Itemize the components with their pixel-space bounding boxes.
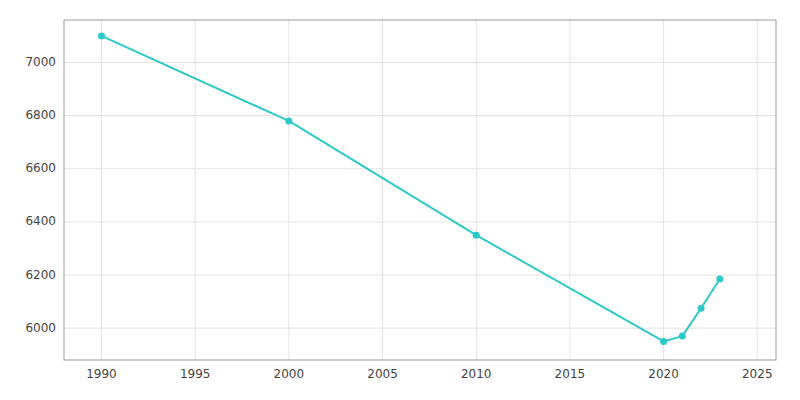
y-grid-line <box>64 62 776 63</box>
point <box>98 32 105 39</box>
y-grid-line <box>64 328 776 329</box>
x-grid-line <box>569 20 570 360</box>
y-tick-label: 6200 <box>25 268 56 282</box>
x-tick-label: 2015 <box>555 367 586 381</box>
x-tick-label: 2020 <box>648 367 679 381</box>
grid <box>64 20 776 360</box>
x-grid-line <box>288 20 289 360</box>
chart-container: 6000 6200 6400 6600 6800 7000 1990 1995 2000 2005… <box>0 0 800 400</box>
point <box>473 232 480 239</box>
y-tick-label: 6800 <box>25 108 56 122</box>
line <box>101 36 719 341</box>
x-grid-line <box>382 20 383 360</box>
x-tick-label: 2025 <box>742 367 773 381</box>
x-tick-label: 2000 <box>274 367 305 381</box>
point <box>285 117 292 124</box>
point <box>660 338 667 345</box>
x-tick-label: 2010 <box>461 367 492 381</box>
y-tick-label: 7000 <box>25 55 56 69</box>
x-tick-label: 2005 <box>367 367 398 381</box>
point <box>698 305 705 312</box>
y-grid-line <box>64 115 776 116</box>
y-grid-line <box>64 221 776 222</box>
y-tick-label: 6400 <box>25 214 56 228</box>
point <box>716 275 723 282</box>
point <box>679 333 686 340</box>
y-grid-line <box>64 168 776 169</box>
y-grid-line <box>64 275 776 276</box>
x-grid-line <box>757 20 758 360</box>
x-tick-label: 1995 <box>180 367 211 381</box>
chart-svg: 6000 6200 6400 6600 6800 7000 1990 1995 2000 2005… <box>0 0 800 400</box>
x-tick-label: 1990 <box>86 367 117 381</box>
x-grid-line <box>195 20 196 360</box>
x-grid-line <box>101 20 102 360</box>
y-tick-label: 6000 <box>25 321 56 335</box>
plot-frame <box>64 20 776 360</box>
x-grid-line <box>476 20 477 360</box>
y-tick-label: 6600 <box>25 161 56 175</box>
marks <box>98 32 723 344</box>
x-grid-line <box>663 20 664 360</box>
